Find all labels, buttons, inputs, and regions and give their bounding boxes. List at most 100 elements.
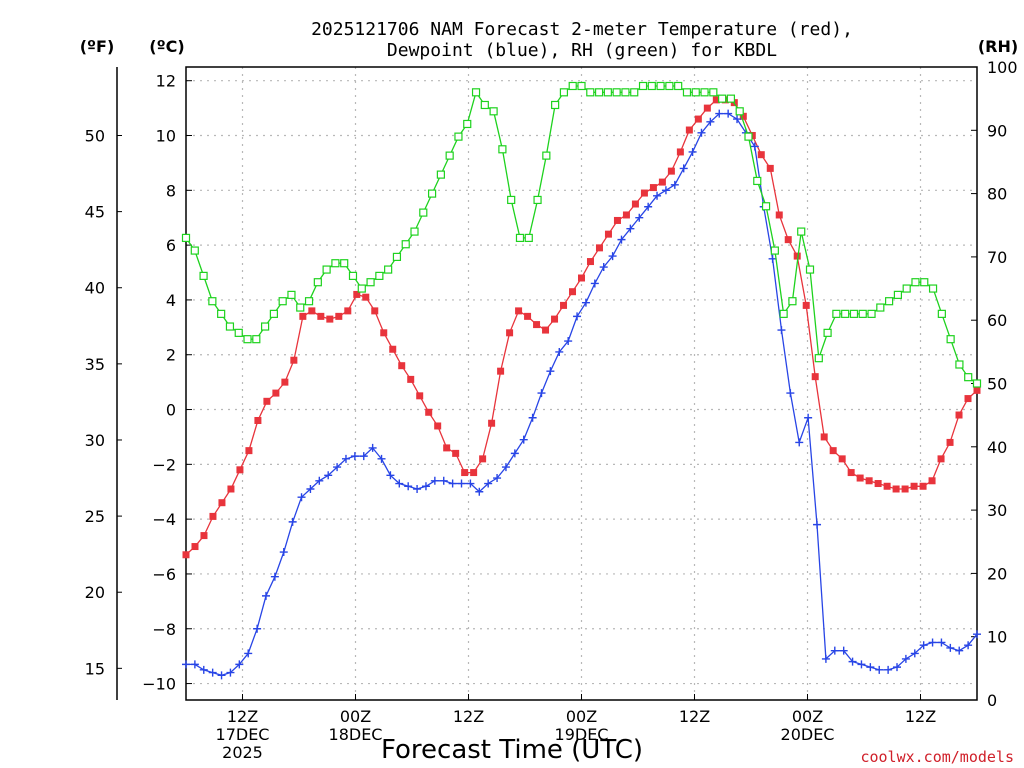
temperature-point	[946, 438, 954, 446]
dewpoint-point	[866, 663, 875, 672]
celsius-unit-label: (ºC)	[149, 37, 184, 56]
dewpoint-point	[857, 660, 866, 669]
temperature-point	[658, 178, 666, 186]
rh-point	[190, 246, 199, 255]
temperature-point	[856, 474, 864, 482]
x-axis-label: Forecast Time (UTC)	[381, 735, 643, 765]
rh-point	[665, 81, 674, 91]
rh-point	[955, 360, 964, 369]
dewpoint-point	[688, 147, 697, 156]
rh-point	[542, 151, 551, 160]
temperature-point	[928, 477, 936, 485]
dewpoint-point	[644, 202, 653, 211]
dewpoint-point	[617, 235, 626, 244]
dewpoint-point	[359, 452, 368, 461]
rh-point	[656, 81, 665, 91]
rh-point	[902, 284, 911, 293]
dewpoint-point	[848, 657, 857, 666]
temperature-point	[488, 419, 496, 427]
temperature-point	[622, 211, 630, 219]
dewpoint-point	[270, 572, 279, 581]
rh-point	[753, 176, 762, 186]
rh-point	[700, 88, 709, 97]
dewpoint-point	[813, 520, 822, 529]
rh-point	[586, 88, 595, 97]
temperature-point	[524, 312, 532, 320]
fahrenheit-tick-label: 30	[85, 431, 105, 450]
rh-point	[744, 132, 753, 141]
temperature-point	[308, 307, 316, 315]
x-tick-label: 00Z	[566, 707, 597, 726]
x-tick-label: 18DEC	[329, 725, 383, 744]
dewpoint-point	[626, 224, 635, 233]
temperature-point	[407, 375, 415, 383]
rh-point	[928, 284, 938, 293]
dewpoint-point	[564, 337, 573, 346]
temperature-point	[425, 408, 433, 416]
rh-point	[340, 259, 349, 268]
dewpoint-point	[697, 128, 706, 137]
dewpoint-point	[288, 517, 297, 526]
fahrenheit-unit-label: (ºF)	[80, 37, 115, 56]
dewpoint-point	[475, 487, 484, 496]
dewpoint-point	[875, 665, 884, 674]
dewpoint-point	[937, 638, 946, 647]
temperature-point	[191, 543, 199, 551]
rh-point	[849, 309, 859, 318]
rh-point	[375, 271, 384, 280]
dewpoint-point	[421, 482, 430, 491]
rh-point	[445, 151, 454, 160]
rh-point	[427, 189, 437, 198]
temperature-point	[254, 416, 262, 424]
rh-point	[498, 145, 507, 154]
rh-tick-label: 60	[987, 311, 1007, 330]
dewpoint-point	[546, 367, 555, 376]
rh-point	[691, 88, 700, 97]
rh-point	[401, 240, 410, 249]
temperature-point	[236, 466, 244, 474]
x-tick-label: 20DEC	[781, 725, 835, 744]
x-tick-label: 00Z	[340, 707, 371, 726]
rh-point	[867, 309, 876, 318]
dewpoint-point	[386, 471, 395, 480]
dewpoint-point	[404, 482, 413, 491]
dewpoint-point	[715, 109, 724, 118]
celsius-tick-label: 4	[166, 291, 176, 310]
rh-point	[594, 88, 604, 97]
rh-point	[814, 354, 823, 363]
rh-point	[278, 297, 287, 306]
dewpoint-point	[928, 638, 937, 647]
dewpoint-point	[661, 186, 670, 195]
rh-point	[322, 265, 331, 274]
dewpoint-series	[182, 109, 981, 680]
dewpoint-point	[235, 660, 244, 669]
dewpoint-point	[839, 646, 848, 655]
dewpoint-point	[395, 479, 404, 488]
dewpoint-point	[333, 463, 342, 472]
dewpoint-point	[324, 471, 333, 480]
temperature-point	[667, 167, 675, 175]
celsius-tick-label: 12	[156, 72, 176, 91]
rh-point	[296, 303, 305, 312]
temperature-point	[551, 315, 559, 323]
rh-tick-label: 10	[987, 628, 1007, 647]
temperature-point	[245, 447, 253, 455]
temperature-point	[389, 345, 397, 353]
temperature-point	[937, 455, 945, 463]
rh-tick-label: 80	[987, 185, 1007, 204]
dewpoint-point	[537, 389, 546, 398]
temperature-point	[542, 326, 550, 334]
rh-point	[647, 81, 656, 91]
dewpoint-point	[768, 254, 777, 263]
credit-text: coolwx.com/models	[860, 748, 1014, 766]
temperature-point	[299, 312, 307, 320]
temperature-point	[793, 252, 801, 260]
rh-point	[551, 100, 560, 110]
temperature-point	[811, 373, 819, 381]
dewpoint-point	[377, 454, 386, 463]
temperature-point	[380, 329, 388, 337]
dewpoint-point	[901, 654, 910, 663]
rh-point	[507, 195, 516, 205]
x-tick-label: 12Z	[905, 707, 936, 726]
temperature-point	[838, 455, 846, 463]
